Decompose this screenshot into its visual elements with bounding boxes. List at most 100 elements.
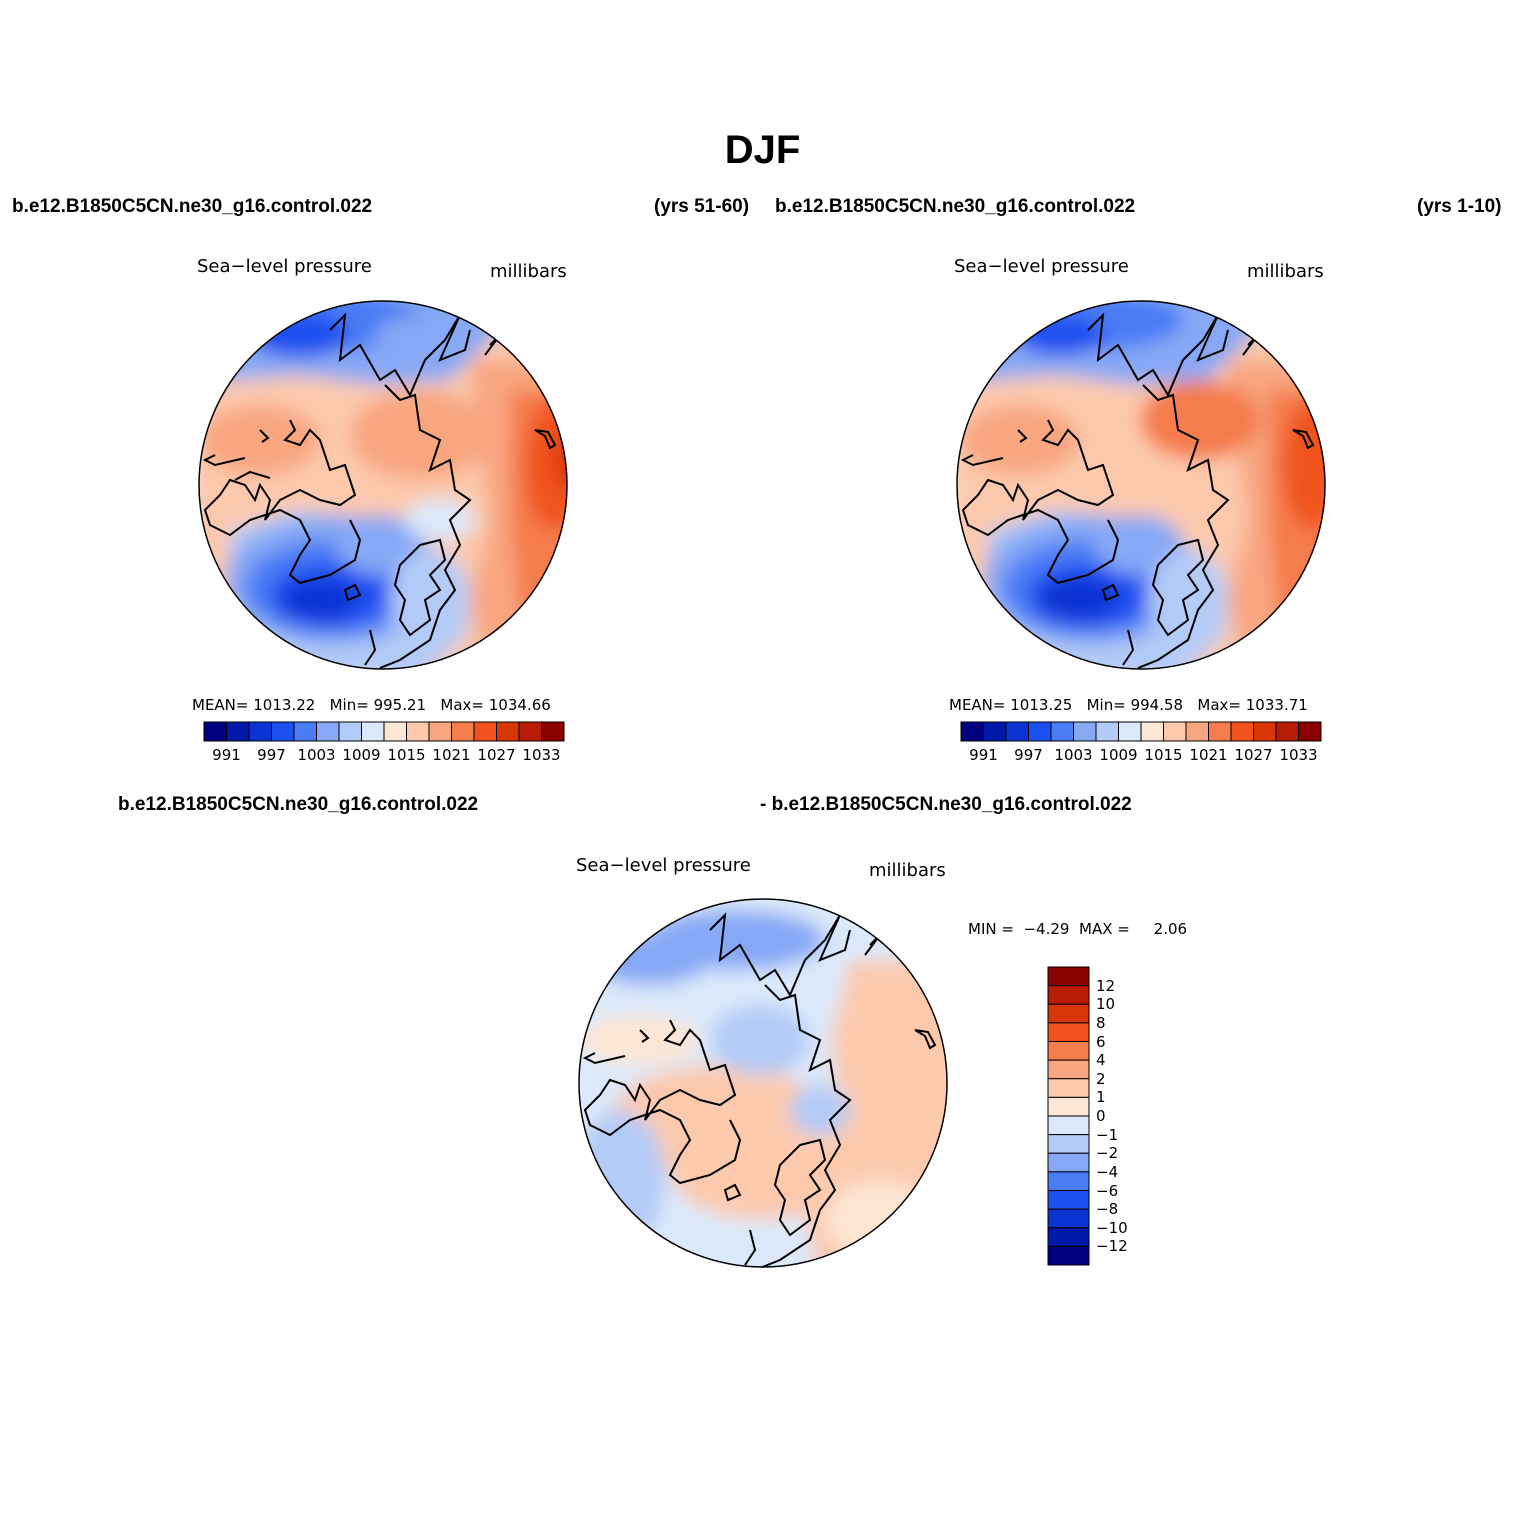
panel2-colorbar-swatch: [1095, 721, 1119, 742]
diff-colorbar-swatch: [1047, 1003, 1090, 1024]
panel2-colorbar: [960, 721, 1322, 742]
panel1-colorbar-tick-label: 1027: [477, 746, 516, 764]
panel1-colorbar-swatch: [226, 721, 250, 742]
panel2-colorbar-tick-label: 991: [969, 746, 998, 764]
diff-colorbar-tick-label: −6: [1096, 1181, 1119, 1200]
panel2-colorbar-swatch: [1140, 721, 1164, 742]
panel1-colorbar-swatch: [473, 721, 497, 742]
panel2-colorbar-swatch: [1163, 721, 1187, 742]
panel2-colorbar-swatch: [983, 721, 1007, 742]
diff-colorbar-tick-label: 12: [1096, 976, 1116, 995]
diff-case-title-left: b.e12.B1850C5CN.ne30_g16.control.022: [118, 794, 479, 815]
panel2-min-label: Min=: [1086, 696, 1126, 714]
panel1-colorbar-swatch: [451, 721, 475, 742]
panel2-colorbar-tick-label: 1009: [1099, 746, 1138, 764]
panel1-stats: MEAN= 1013.22 Min= 995.21 Max= 1034.66: [192, 696, 551, 714]
panel2-colorbar-swatch: [1073, 721, 1097, 742]
diff-colorbar-tick-label: −8: [1096, 1200, 1119, 1219]
diff-max-value: 2.06: [1153, 920, 1188, 938]
panel1-mean-value: 1013.22: [253, 696, 316, 714]
diff-colorbar-tick-label: −12: [1096, 1237, 1128, 1256]
panel2-years: (yrs 1-10): [1417, 196, 1502, 217]
diff-colorbar-swatch: [1047, 1208, 1090, 1229]
panel2-colorbar-swatch: [1185, 721, 1209, 742]
panel1-colorbar-swatch: [248, 721, 272, 742]
panel2-colorbar-tick-label: 1027: [1234, 746, 1273, 764]
diff-stats: MIN = −4.29 MAX = 2.06: [968, 920, 1187, 938]
panel1-colorbar-swatch: [203, 721, 227, 742]
diff-colorbar-swatch: [1047, 1134, 1090, 1154]
panel2-colorbar-tick-label: 997: [1014, 746, 1043, 764]
panel1-colorbar-tick-label: 991: [212, 746, 241, 764]
diff-colorbar-tick-label: 4: [1096, 1051, 1106, 1070]
panel1-colorbar-swatch: [541, 721, 565, 742]
panel2-colorbar-swatch: [1050, 721, 1074, 742]
diff-min-value: −4.29: [1023, 920, 1070, 938]
panel1-min-label: Min=: [329, 696, 369, 714]
diff-map: [578, 898, 948, 1268]
diff-colorbar-tick-label: −4: [1096, 1162, 1119, 1181]
panel2-field-label: Sea−level pressure: [954, 256, 1129, 277]
panel2-mean-value: 1013.25: [1010, 696, 1073, 714]
diff-colorbar-tick-label: 2: [1096, 1069, 1106, 1088]
diff-colorbar-swatch: [1047, 1171, 1090, 1191]
panel1-colorbar-tick-label: 1009: [342, 746, 381, 764]
panel1-colorbar-swatch: [271, 721, 295, 742]
panel1-colorbar-swatch: [383, 721, 407, 742]
panel2-colorbar-swatch: [1275, 721, 1299, 742]
panel2-colorbar-swatch: [1298, 721, 1322, 742]
panel1-years: (yrs 51-60): [654, 196, 750, 217]
panel1-units-label: millibars: [490, 261, 567, 282]
panel1-colorbar-swatch: [428, 721, 452, 742]
diff-units-label: millibars: [869, 860, 946, 881]
panel1-colorbar-swatch: [518, 721, 542, 742]
panel1-colorbar-tick-label: 1015: [387, 746, 426, 764]
diff-colorbar-swatch: [1047, 985, 1090, 1005]
diff-max-label: MAX =: [1079, 920, 1130, 938]
panel1-colorbar-swatch: [406, 721, 430, 742]
diff-colorbar-swatch: [1047, 1245, 1090, 1266]
diff-colorbar-swatch: [1047, 1190, 1090, 1210]
panel1-colorbar-swatch: [361, 721, 385, 742]
panel1-colorbar-swatch: [316, 721, 340, 742]
panel2-max-label: Max=: [1197, 696, 1241, 714]
panel2-min-value: 994.58: [1130, 696, 1184, 714]
panel2-colorbar-tick-label: 1015: [1144, 746, 1183, 764]
diff-colorbar-tick-label: 6: [1096, 1032, 1106, 1051]
panel2-map: [956, 300, 1326, 670]
panel1-field-label: Sea−level pressure: [197, 256, 372, 277]
panel2-colorbar-tick-label: 1003: [1054, 746, 1093, 764]
panel2-max-value: 1033.71: [1245, 696, 1308, 714]
panel1-colorbar-swatch: [293, 721, 317, 742]
diff-colorbar-tick-label: 0: [1096, 1107, 1106, 1125]
panel2-case-title: b.e12.B1850C5CN.ne30_g16.control.022: [775, 196, 1136, 217]
diff-colorbar-tick-label: −2: [1096, 1144, 1119, 1163]
panel2-stats: MEAN= 1013.25 Min= 994.58 Max= 1033.71: [949, 696, 1308, 714]
panel2-colorbar-swatch: [1118, 721, 1142, 742]
panel1-colorbar: [203, 721, 565, 742]
panel2-colorbar-swatch: [1028, 721, 1052, 742]
diff-field-label: Sea−level pressure: [576, 855, 751, 876]
panel2-colorbar-swatch: [1208, 721, 1232, 742]
diff-colorbar-tick-label: 1: [1096, 1088, 1106, 1107]
panel1-colorbar-tick-label: 1033: [522, 746, 561, 764]
diff-colorbar-swatch: [1047, 1022, 1090, 1042]
panel1-max-value: 1034.66: [488, 696, 551, 714]
panel2-units-label: millibars: [1247, 261, 1324, 282]
panel1-case-title: b.e12.B1850C5CN.ne30_g16.control.022: [12, 196, 373, 217]
panel1-colorbar-tick-label: 1021: [432, 746, 471, 764]
panel2-colorbar-swatch: [960, 721, 984, 742]
panel2-colorbar-swatch: [1253, 721, 1277, 742]
diff-colorbar-swatch: [1047, 1059, 1090, 1080]
diff-colorbar-swatch: [1047, 1227, 1090, 1247]
diff-colorbar-tick-label: 10: [1096, 995, 1116, 1014]
diff-colorbar-tick-label: 8: [1096, 1013, 1106, 1032]
panel1-colorbar-swatch: [496, 721, 520, 742]
diff-colorbar-swatch: [1047, 1078, 1090, 1098]
diff-colorbar-swatch: [1047, 1115, 1090, 1136]
panel1-map: [198, 300, 568, 670]
diff-colorbar-swatch: [1047, 1041, 1090, 1061]
diff-colorbar-swatch: [1047, 1152, 1090, 1173]
diff-colorbar-swatch: [1047, 1096, 1090, 1117]
